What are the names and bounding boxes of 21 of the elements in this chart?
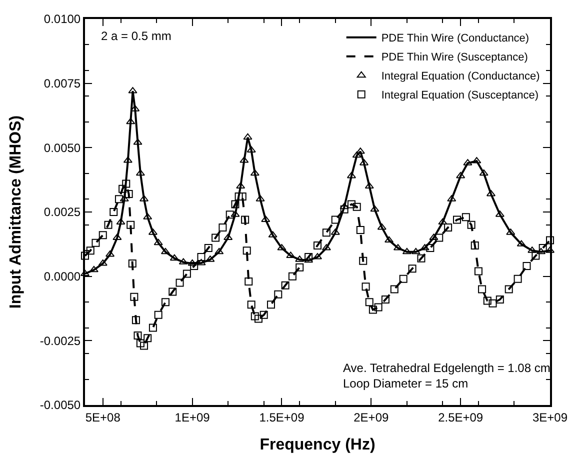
legend-label: Integral Equation (Conductance)	[381, 70, 540, 83]
legend-label: PDE Thin Wire (Susceptance)	[381, 52, 528, 64]
y-tick-label: -0.0025	[40, 334, 81, 348]
x-tick-label: 5E+08	[85, 410, 121, 424]
y-axis-title: Input Admittance (MHOS)	[7, 115, 24, 309]
annotation: Ave. Tetrahedral Edgelength = 1.08 cm Loop Diameter = 15 cm	[343, 361, 550, 391]
x-tick-label: 3E+09	[532, 410, 568, 424]
y-tick-label: 0.0100	[44, 12, 81, 26]
x-tick-label: 1.5E+09	[259, 410, 305, 424]
y-tick-label: 0.0050	[44, 140, 81, 155]
x-tick-label: 1E+09	[174, 410, 210, 424]
y-tick-label: 0.0000	[44, 270, 81, 284]
y-tick-label: 0.0075	[44, 76, 81, 91]
y-tick-label: -0.0050	[40, 398, 81, 412]
legend-label: PDE Thin Wire (Conductance)	[381, 32, 530, 45]
legend-label: Integral Equation (Susceptance)	[381, 90, 539, 102]
annotation: 2 a = 0.5 mm	[101, 29, 172, 43]
x-tick-label: 2.5E+09	[438, 410, 484, 424]
x-tick-label: 2E+09	[354, 410, 389, 424]
y-tick-label: 0.0025	[44, 205, 81, 220]
x-axis-title: Frequency (Hz)	[260, 436, 376, 454]
